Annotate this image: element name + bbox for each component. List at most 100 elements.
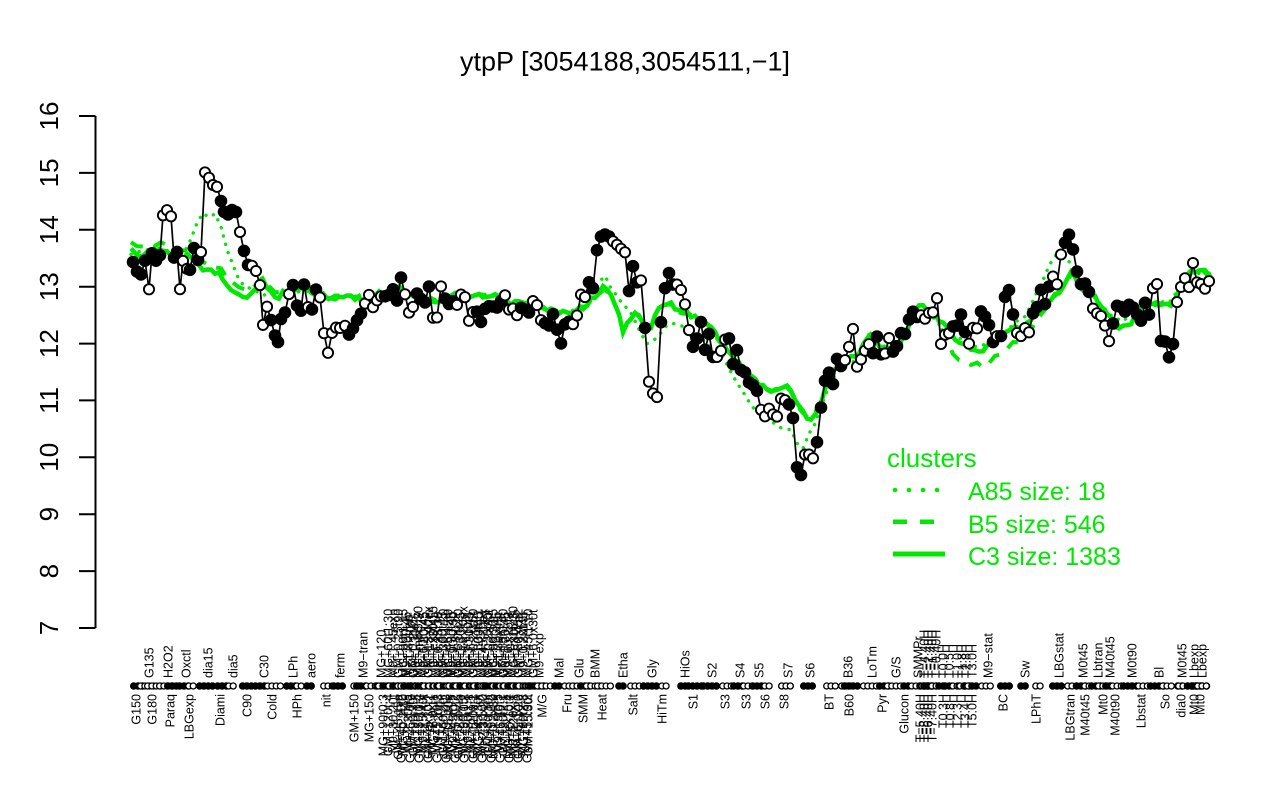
svg-text:M9+30:20t: M9+30:20t: [387, 693, 401, 753]
svg-text:H2O2: H2O2: [162, 645, 176, 678]
svg-text:dia15: dia15: [202, 647, 216, 678]
svg-text:M9+1:30t45: M9+1:30t45: [436, 612, 450, 678]
svg-text:M9−stat: M9−stat: [982, 633, 996, 678]
svg-text:GM+45:10t2: GM+45:10t2: [521, 694, 535, 763]
svg-text:SMMPr: SMMPr: [912, 636, 926, 678]
svg-text:M9+15t0:5: M9+15t0:5: [492, 694, 506, 753]
svg-text:M9−0.2x15t: M9−0.2x15t: [517, 612, 531, 678]
svg-text:LPh: LPh: [287, 656, 301, 678]
svg-text:Mt0: Mt0: [1194, 694, 1208, 715]
svg-text:T=4.40H: T=4.40H: [918, 630, 932, 678]
svg-text:S8: S8: [778, 694, 792, 709]
svg-text:M+2:30x20: M+2:30x20: [477, 694, 491, 756]
svg-text:GM+90t2:1: GM+90t2:1: [497, 694, 511, 756]
svg-text:T=7.40H: T=7.40H: [926, 694, 940, 742]
svg-text:M0t45: M0t45: [1176, 643, 1190, 678]
svg-text:T2.3H: T2.3H: [951, 694, 965, 728]
svg-text:M+1:30tran: M+1:30tran: [402, 614, 416, 678]
svg-text:10: 10: [34, 443, 64, 472]
svg-text:nit: nit: [320, 693, 334, 707]
svg-text:T0.0H: T0.0H: [937, 644, 951, 678]
svg-text:G/S: G/S: [890, 656, 904, 678]
svg-text:Oxctl: Oxctl: [180, 650, 194, 678]
svg-text:HPh: HPh: [291, 694, 305, 718]
svg-text:GM+45:10t2: GM+45:10t2: [413, 694, 427, 763]
svg-text:M9+90t0:30: M9+90t0:30: [447, 612, 461, 678]
svg-text:14: 14: [34, 215, 64, 244]
svg-text:GM+30:45t2: GM+30:45t2: [512, 609, 526, 678]
svg-text:S5: S5: [753, 663, 767, 678]
svg-text:Mt0: Mt0: [1188, 694, 1202, 715]
svg-text:T0.5H: T0.5H: [943, 644, 957, 678]
svg-text:M9+1:30t45: M9+1:30t45: [508, 612, 522, 678]
svg-text:9: 9: [34, 507, 64, 521]
svg-text:Lbtran: Lbtran: [1092, 643, 1106, 678]
svg-text:M9+45t0:2: M9+45t0:2: [447, 694, 461, 753]
svg-text:GM+45:10t2: GM+45:10t2: [476, 694, 490, 763]
svg-text:MG+15:10e: MG+15:10e: [442, 694, 456, 760]
svg-text:GM+45:10t2: GM+45:10t2: [395, 694, 409, 763]
svg-text:M40t90: M40t90: [1109, 694, 1123, 736]
svg-text:GM+60:20t: GM+60:20t: [437, 693, 451, 756]
svg-text:HiOs: HiOs: [679, 650, 693, 678]
svg-text:M9+45:20ex: M9+45:20ex: [477, 608, 491, 678]
svg-text:M9+1:30t45: M9+1:30t45: [454, 612, 468, 678]
svg-text:C90: C90: [241, 694, 255, 717]
svg-text:M9+1:30t45: M9+1:30t45: [409, 612, 423, 678]
svg-text:LBGstat: LBGstat: [1053, 632, 1067, 678]
svg-text:MG+30t1:4: MG+30t1:4: [412, 694, 426, 756]
svg-text:GM+15:40ex: GM+15:40ex: [422, 605, 436, 678]
svg-text:Cold: Cold: [266, 694, 280, 720]
svg-text:S4: S4: [734, 663, 748, 678]
svg-text:M9+1:30t45: M9+1:30t45: [517, 612, 531, 678]
svg-text:B60: B60: [843, 694, 857, 716]
svg-text:MG+45t1:10: MG+45t1:10: [522, 609, 536, 678]
svg-text:MG+60t2:3: MG+60t2:3: [517, 694, 531, 756]
svg-text:T1.0H: T1.0H: [951, 644, 965, 678]
svg-text:GM+6.0x20: GM+6.0x20: [512, 694, 526, 759]
svg-text:BT: BT: [823, 694, 837, 710]
svg-text:Sw: Sw: [1019, 660, 1033, 678]
svg-text:M9−tran: M9−tran: [357, 632, 371, 678]
svg-text:GM+45:10t2: GM+45:10t2: [512, 694, 526, 763]
svg-text:T5.0H: T5.0H: [966, 694, 980, 728]
svg-text:S3: S3: [719, 694, 733, 709]
svg-text:Glucon: Glucon: [898, 694, 912, 734]
svg-text:So: So: [1159, 694, 1173, 709]
svg-text:T=8.40H: T=8.40H: [918, 694, 932, 742]
svg-text:GM+30:10t: GM+30:10t: [482, 693, 496, 756]
svg-text:M9+1:30t45: M9+1:30t45: [481, 612, 495, 678]
svg-text:S1: S1: [687, 694, 701, 709]
svg-text:MG+45:30t: MG+45:30t: [472, 693, 486, 756]
svg-text:M+1:30x45t: M+1:30x45t: [492, 612, 506, 678]
svg-text:M9+120t:3: M9+120t:3: [432, 694, 446, 753]
svg-text:M0t90: M0t90: [1126, 643, 1140, 678]
svg-text:ferm: ferm: [334, 653, 348, 678]
svg-text:GM+45:15e: GM+45:15e: [392, 694, 406, 760]
svg-text:GM+ex30:1: GM+ex30:1: [422, 694, 436, 759]
svg-text:BC: BC: [997, 694, 1011, 711]
svg-text:GM+45:10t2: GM+45:10t2: [422, 694, 436, 763]
svg-text:Diami: Diami: [214, 694, 228, 726]
svg-text:S7: S7: [782, 663, 796, 678]
svg-text:T2.8H: T2.8H: [960, 644, 974, 678]
svg-text:Fru: Fru: [561, 694, 575, 713]
svg-text:GM+120t:4: GM+120t:4: [382, 694, 396, 756]
svg-text:MG+90:15t: MG+90:15t: [457, 693, 471, 756]
svg-text:M9+1:30t45: M9+1:30t45: [418, 612, 432, 678]
svg-text:M9+1:30t45: M9+1:30t45: [463, 612, 477, 678]
svg-text:8: 8: [34, 564, 64, 578]
svg-text:Lbexp: Lbexp: [1196, 644, 1210, 678]
svg-text:MG+0.2x30: MG+0.2x30: [487, 694, 501, 759]
svg-text:LPhT: LPhT: [1030, 694, 1044, 724]
svg-text:dia0: dia0: [1175, 694, 1189, 718]
svg-text:B36: B36: [842, 656, 856, 678]
svg-text:M+2:30tra: M+2:30tra: [402, 694, 416, 751]
svg-text:clusters: clusters: [887, 443, 977, 473]
svg-text:M9+15:40t: M9+15:40t: [417, 693, 431, 753]
svg-text:C30: C30: [258, 655, 272, 678]
svg-text:Lbstat: Lbstat: [1135, 693, 1149, 728]
svg-text:16: 16: [34, 102, 64, 131]
svg-text:MG+min5:30: MG+min5:30: [412, 606, 426, 678]
svg-text:S6: S6: [804, 663, 818, 678]
